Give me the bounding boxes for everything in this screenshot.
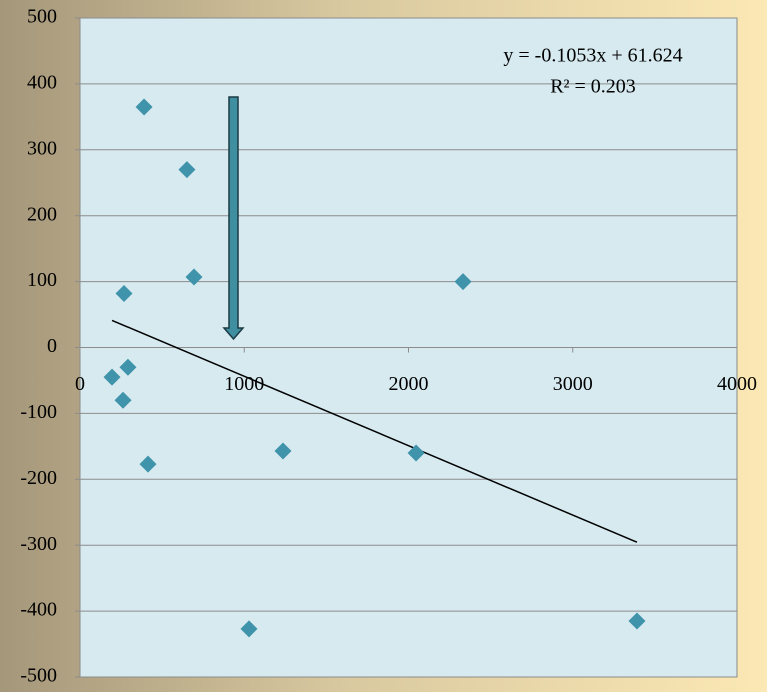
x-tick-label: 4000 <box>717 373 757 395</box>
point <box>407 444 425 462</box>
x-tick-label: 2000 <box>389 373 429 395</box>
point <box>628 612 646 630</box>
y-tick-label: -200 <box>20 467 57 489</box>
point <box>139 455 157 473</box>
y-tick-label: 0 <box>47 335 57 357</box>
arrow <box>222 96 245 341</box>
marks <box>103 98 646 638</box>
point <box>135 98 153 116</box>
point <box>115 284 133 302</box>
y-tick-label: -100 <box>20 401 57 423</box>
y-tick-label: 100 <box>27 269 57 291</box>
y-tick-label: -500 <box>20 665 57 687</box>
x-tick-label: 0 <box>75 373 85 395</box>
y-tick-label: 300 <box>27 137 57 159</box>
point <box>103 368 121 386</box>
y-tick-label: -400 <box>20 599 57 621</box>
y-tick-label: -300 <box>20 533 57 555</box>
y-tick-label: 400 <box>27 71 57 93</box>
point <box>240 620 258 638</box>
point <box>274 442 292 460</box>
trendline-r2: R² = 0.203 <box>550 76 636 98</box>
point <box>454 273 472 291</box>
x-tick-label: 3000 <box>553 373 593 395</box>
point <box>119 358 137 376</box>
y-tick-label: 200 <box>27 203 57 225</box>
grid <box>75 17 738 678</box>
point <box>178 161 196 179</box>
y-tick-label: 500 <box>27 6 57 28</box>
x-tick-label: 1000 <box>224 373 264 395</box>
trendline-equation: y = -0.1053x + 61.624 <box>503 45 682 67</box>
point <box>185 268 203 286</box>
trendline <box>111 319 638 543</box>
point <box>114 391 132 409</box>
